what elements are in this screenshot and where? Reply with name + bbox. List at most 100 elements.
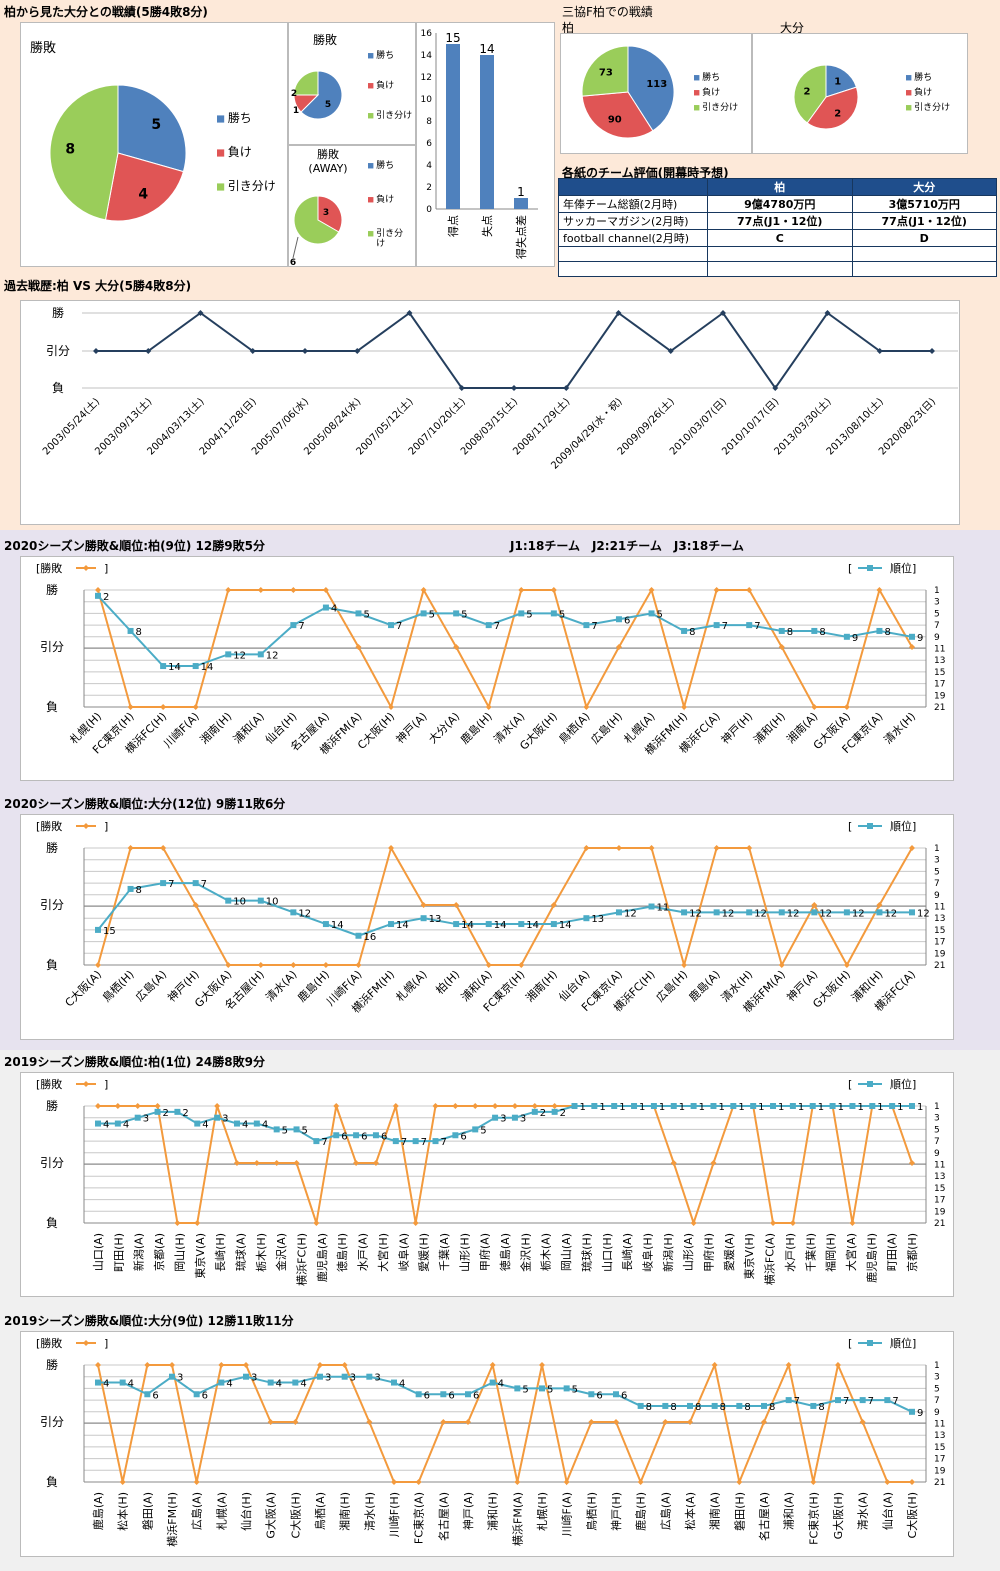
history-point — [876, 348, 883, 354]
rank-value-label: 8 — [819, 627, 825, 638]
rank-value-label: 1 — [818, 1102, 824, 1113]
history-point — [667, 348, 674, 354]
rank-value-label: 6 — [361, 1131, 367, 1142]
rank-point — [613, 1391, 619, 1398]
rank-value-label: 4 — [226, 1379, 232, 1390]
season-y-label: 引分 — [40, 898, 64, 912]
result-point — [420, 587, 427, 593]
rank-point — [711, 1402, 718, 1409]
sankyo-kashiwa-pie-slice — [581, 91, 654, 139]
result-point — [859, 1419, 866, 1425]
result-point — [637, 1479, 644, 1485]
opponent-label: 磐田(H) — [732, 1492, 746, 1531]
result-point — [550, 902, 557, 908]
result-legend-label: [勝敗 — [36, 561, 62, 575]
rank-point — [551, 1108, 558, 1115]
result-point — [492, 1103, 499, 1109]
opponent-label: 岡山(H) — [173, 1233, 186, 1272]
rank-value-label: 4 — [276, 1379, 282, 1390]
history-y-label: 負 — [52, 381, 64, 395]
result-point — [843, 962, 850, 968]
opponent-label: 大分(A) — [425, 709, 462, 746]
opponent-label: G大阪(A) — [264, 1492, 278, 1539]
rank-value-label: 3 — [374, 1373, 380, 1384]
rank-point — [746, 622, 753, 629]
rank-point — [713, 909, 720, 916]
rank-point — [366, 1373, 373, 1380]
result-point — [214, 1103, 221, 1109]
rank-point — [730, 1103, 737, 1109]
rank-value-label: 8 — [670, 1402, 676, 1413]
opponent-label: 金沢(H) — [518, 1233, 532, 1272]
sankyo-oita-legend-swatch — [906, 75, 912, 81]
league-note: J1:18チーム J2:21チーム J3:18チーム — [510, 539, 744, 553]
rank-point — [415, 1391, 422, 1398]
result-point — [127, 845, 134, 851]
rank-point — [563, 1385, 570, 1392]
rank-value-label: 12 — [787, 908, 800, 919]
result-point — [518, 587, 525, 593]
rank-legend-bracket: [ — [848, 562, 852, 575]
rank-point — [169, 1373, 175, 1380]
season-y-label: 負 — [46, 958, 58, 972]
rank-point — [388, 921, 395, 928]
result-point — [835, 1362, 841, 1368]
rank-point — [290, 622, 297, 629]
rank-point — [193, 1391, 200, 1398]
rank-point — [293, 1126, 300, 1133]
opponent-label: 湘南(H) — [338, 1492, 352, 1531]
home-pie-slice — [293, 70, 319, 96]
opponent-label: 清水(H) — [881, 710, 918, 747]
rank-point — [662, 1402, 669, 1409]
opponent-label: G大阪(H) — [831, 1492, 845, 1539]
rank-point — [681, 627, 688, 634]
result-point — [681, 962, 688, 968]
rank-tick-label: 19 — [934, 1207, 946, 1217]
result-point — [119, 1479, 126, 1485]
opponent-label: 甲府(H) — [702, 1233, 716, 1272]
rank-value-label: 6 — [381, 1131, 387, 1142]
rank-point — [355, 932, 362, 939]
history-point — [511, 385, 517, 391]
evaluation-row: サッカーマガジン(2月時) 77点(J1・12位) 77点(J1・12位) — [558, 212, 997, 230]
opponent-label: 神戸(A) — [461, 1492, 475, 1530]
result-point — [588, 1419, 595, 1425]
opponent-label: 琉球(H) — [579, 1233, 593, 1272]
result-point — [257, 962, 264, 968]
result-point — [648, 845, 655, 851]
rank-point — [583, 622, 590, 629]
rank-value-label: 12 — [233, 650, 246, 661]
result-point — [415, 1479, 422, 1485]
main-pie-slice — [117, 84, 187, 173]
season-y-label: 引分 — [40, 1156, 64, 1170]
opponent-label: 福岡(H) — [824, 1233, 838, 1272]
rank-value-label: 3 — [222, 1114, 228, 1125]
sankyo-kashiwa-legend-swatch — [694, 105, 700, 111]
result-point — [615, 845, 622, 851]
rank-point — [750, 1103, 757, 1109]
rank-tick-label: 3 — [934, 856, 940, 866]
result-legend-bracket: ] — [104, 1337, 108, 1350]
result-point — [355, 644, 362, 650]
evaluation-cell: 3億5710万円 — [851, 195, 997, 213]
rank-value-label: 1 — [917, 1102, 923, 1113]
result-point — [551, 1103, 558, 1109]
away-pie-legend-label: 勝ち — [376, 159, 394, 171]
season-y-label: 引分 — [40, 640, 64, 654]
result-point — [876, 902, 883, 908]
result-point — [440, 1419, 447, 1425]
bar-tick-label: 8 — [426, 117, 432, 127]
opponent-label: 川崎F(A) — [160, 709, 201, 750]
history-point — [93, 348, 99, 354]
home-pie-slice — [300, 70, 343, 120]
rank-value-label: 12 — [298, 908, 311, 919]
sankyo-kashiwa-pie-label: 90 — [608, 114, 622, 125]
rank-tick-label: 17 — [934, 1455, 945, 1465]
rank-tick-label: 5 — [934, 1384, 940, 1394]
history-point — [458, 385, 465, 391]
rank-value-label: 7 — [494, 621, 500, 632]
bar — [446, 44, 460, 209]
rank-point — [353, 1132, 360, 1139]
rank-tick-label: 11 — [934, 903, 945, 913]
rank-value-label: 7 — [201, 879, 207, 890]
